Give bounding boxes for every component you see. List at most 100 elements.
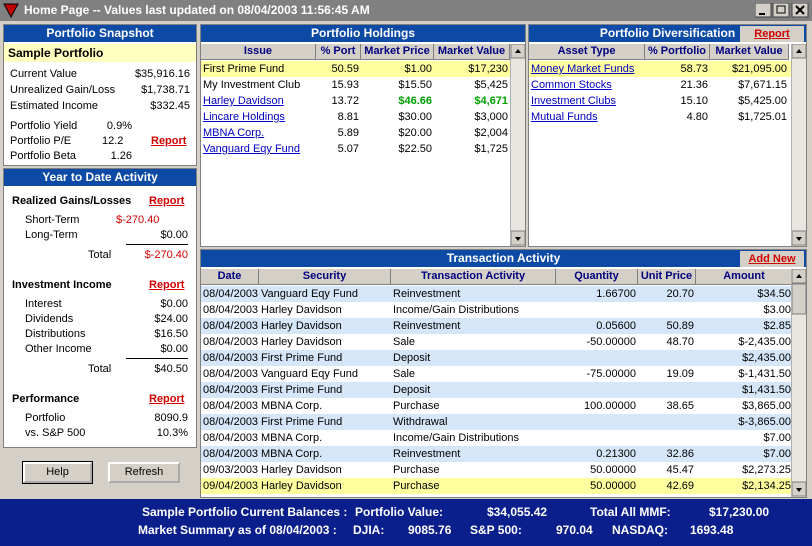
cell: $1,725: [474, 143, 508, 155]
title-bar: Home Page -- Values last updated on 08/0…: [0, 0, 812, 21]
window-controls[interactable]: [755, 3, 809, 18]
cell: $-3,865.00: [738, 416, 791, 428]
cell: Harley Davidson: [261, 336, 342, 348]
cell: Income/Gain Distributions: [393, 432, 519, 444]
cell: 08/04/2003: [203, 432, 259, 444]
cell[interactable]: Lincare Holdings: [203, 111, 285, 123]
cell[interactable]: Common Stocks: [531, 79, 612, 91]
cell: MBNA Corp.: [261, 432, 323, 444]
summary-bar: Sample Portfolio Current Balances : Portf…: [0, 499, 812, 546]
summary-text: 970.04: [556, 523, 593, 537]
cell: 15.10: [680, 95, 708, 107]
scrollbar[interactable]: [510, 44, 525, 246]
cell: MBNA Corp.: [261, 448, 323, 460]
summary-text: Sample Portfolio Current Balances :: [142, 505, 348, 519]
button[interactable]: Help: [22, 461, 93, 484]
column-header[interactable]: Asset Type: [529, 44, 645, 60]
ytd-label: Other Income: [25, 343, 92, 355]
column-header[interactable]: Transaction Activity: [391, 269, 556, 285]
column-header[interactable]: Unit Price: [638, 269, 696, 285]
cell: $5,425: [474, 79, 508, 91]
report-link[interactable]: Report: [149, 195, 185, 207]
row-highlight: [201, 414, 791, 430]
cell: 8.81: [337, 111, 359, 123]
cell[interactable]: Investment Clubs: [531, 95, 616, 107]
cell: $30.00: [398, 111, 432, 123]
cell[interactable]: Money Market Funds: [531, 63, 635, 75]
cell: Reinvestment: [393, 288, 461, 300]
cell: Sale: [393, 336, 416, 348]
cell: $2.85: [763, 320, 791, 332]
cell: Harley Davidson: [261, 464, 342, 476]
column-header[interactable]: % Port: [316, 44, 361, 60]
scrollbar[interactable]: [791, 44, 806, 246]
cell: 08/04/2003: [203, 416, 259, 428]
scrollbar[interactable]: [791, 269, 806, 497]
snapshot-label: Portfolio Yield: [10, 120, 78, 132]
panel-header: Portfolio Holdings: [201, 25, 525, 42]
row-highlight: [201, 382, 791, 398]
cell: 1.66700: [596, 288, 636, 300]
cell: 20.70: [666, 288, 694, 300]
report-link[interactable]: Report: [149, 393, 185, 405]
cell: -50.00000: [586, 336, 636, 348]
cell: First Prime Fund: [261, 384, 343, 396]
column-header[interactable]: Issue: [201, 44, 316, 60]
button[interactable]: Refresh: [108, 462, 180, 483]
total-label: Total: [88, 249, 112, 261]
snapshot-label: Current Value: [10, 68, 78, 80]
summary-text: Total All MMF:: [590, 505, 671, 519]
row-highlight: [201, 478, 791, 494]
cell[interactable]: Harley Davidson: [203, 95, 284, 107]
column-header[interactable]: Market Price: [361, 44, 434, 60]
cell[interactable]: Vanguard Eqy Fund: [203, 143, 301, 155]
cell: -75.00000: [586, 368, 636, 380]
report-link[interactable]: Report: [149, 279, 185, 291]
cell: Purchase: [393, 464, 440, 476]
cell: $1,725.01: [738, 111, 787, 123]
cell: $20.00: [398, 127, 432, 139]
ytd-label: Short-Term: [25, 214, 80, 226]
row-highlight: [201, 61, 510, 77]
column-header[interactable]: Date: [201, 269, 259, 285]
summary-text: 9085.76: [408, 523, 452, 537]
cell: $46.66: [398, 95, 432, 107]
cell[interactable]: Mutual Funds: [531, 111, 598, 123]
snapshot-value: 0.9%: [106, 120, 132, 132]
cell: $22.50: [398, 143, 432, 155]
ytd-label: Dividends: [25, 313, 74, 325]
cell: $3.00: [763, 304, 791, 316]
cell: 4.80: [686, 111, 708, 123]
header-button[interactable]: Report: [740, 26, 804, 42]
header-button[interactable]: Add New: [740, 251, 804, 267]
cell: 21.36: [680, 79, 708, 91]
cell: 38.65: [666, 400, 694, 412]
cell: [556, 350, 638, 366]
cell: Harley Davidson: [261, 304, 342, 316]
column-header[interactable]: Amount: [696, 269, 793, 285]
column-header[interactable]: Quantity: [556, 269, 638, 285]
column-header[interactable]: Security: [259, 269, 391, 285]
column-header[interactable]: Market Value: [710, 44, 789, 60]
cell: 50.59: [331, 63, 359, 75]
cell: 5.89: [337, 127, 359, 139]
column-header[interactable]: Market Value: [434, 44, 510, 60]
snapshot-label: Estimated Income: [10, 100, 99, 112]
row-highlight: [201, 286, 791, 302]
column-header[interactable]: % Portfolio: [645, 44, 710, 60]
cell: $5,425.00: [738, 95, 787, 107]
cell[interactable]: MBNA Corp.: [203, 127, 265, 139]
snapshot-value: 12.2: [102, 135, 124, 147]
cell: 50.00000: [590, 464, 636, 476]
transactions-panel: Transaction Activity Add New Date Security T…: [200, 249, 807, 498]
ytd-label: vs. S&P 500: [25, 427, 86, 439]
snapshot-value: $1,738.71: [141, 84, 190, 96]
report-link[interactable]: Report: [151, 135, 187, 147]
row-highlight: [529, 61, 791, 77]
cell: First Prime Fund: [203, 63, 285, 75]
cell: Harley Davidson: [261, 320, 342, 332]
snapshot-label: Portfolio P/E: [10, 135, 72, 147]
snapshot-label: Unrealized Gain/Loss: [10, 84, 116, 96]
ytd-value: $24.00: [154, 313, 188, 325]
ytd-panel: Year to Date Activity Realized Gains/Loss…: [3, 168, 197, 448]
